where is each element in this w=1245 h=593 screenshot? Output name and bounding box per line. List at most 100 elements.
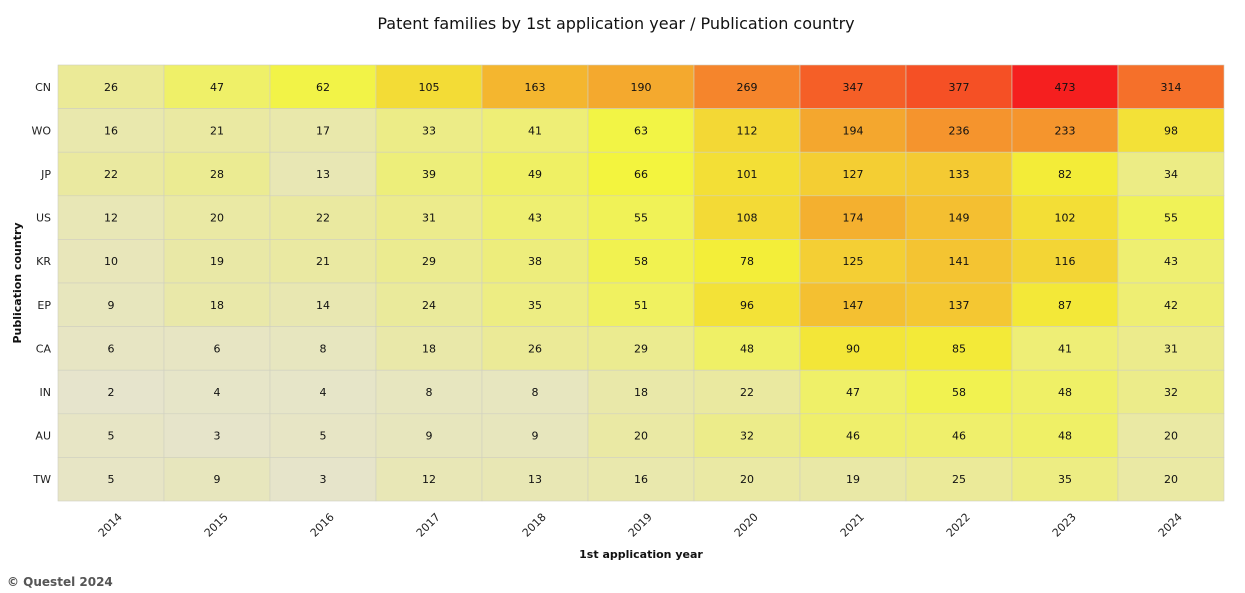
cell-value-label: 26 (104, 81, 118, 94)
cell-value-label: 55 (1164, 212, 1178, 225)
cell-value-label: 116 (1055, 255, 1076, 268)
x-tick-label: 2019 (626, 511, 655, 540)
cell-value-label: 14 (316, 299, 330, 312)
cell-value-label: 174 (843, 212, 864, 225)
cell-value-label: 4 (214, 386, 221, 399)
cell-value-label: 46 (846, 430, 860, 443)
cell-value-label: 105 (419, 81, 440, 94)
chart-title: Patent families by 1st application year … (377, 14, 854, 33)
cell-value-label: 147 (843, 299, 864, 312)
cell-value-label: 102 (1055, 212, 1076, 225)
cell-value-label: 46 (952, 430, 966, 443)
cell-value-label: 20 (1164, 430, 1178, 443)
cell-value-label: 38 (528, 255, 542, 268)
cell-value-label: 58 (634, 255, 648, 268)
cell-value-label: 20 (1164, 473, 1178, 486)
y-axis-label: Publication country (11, 222, 24, 343)
y-tick-label: US (36, 212, 51, 225)
cell-value-label: 35 (528, 299, 542, 312)
cell-value-label: 22 (316, 212, 330, 225)
cell-value-label: 58 (952, 386, 966, 399)
cell-value-label: 20 (634, 430, 648, 443)
cell-value-label: 47 (846, 386, 860, 399)
cell-value-label: 5 (108, 430, 115, 443)
cell-value-label: 16 (634, 473, 648, 486)
cell-value-label: 18 (422, 342, 436, 355)
x-tick-label: 2022 (944, 511, 973, 540)
cell-value-label: 9 (108, 299, 115, 312)
x-tick-label: 2018 (520, 511, 549, 540)
cell-value-label: 49 (528, 168, 542, 181)
cell-value-label: 22 (104, 168, 118, 181)
cell-value-label: 35 (1058, 473, 1072, 486)
cell-value-label: 41 (528, 124, 542, 137)
cell-value-label: 4 (320, 386, 327, 399)
cell-value-label: 26 (528, 342, 542, 355)
cell-value-label: 32 (1164, 386, 1178, 399)
x-tick-label: 2014 (96, 511, 125, 540)
cell-value-label: 269 (737, 81, 758, 94)
cell-value-label: 9 (426, 430, 433, 443)
cell-value-label: 9 (214, 473, 221, 486)
cell-value-label: 82 (1058, 168, 1072, 181)
cell-value-label: 9 (532, 430, 539, 443)
y-tick-label: JP (40, 168, 51, 181)
cell-value-label: 2 (108, 386, 115, 399)
y-tick-label: CN (35, 81, 51, 94)
cell-value-label: 163 (525, 81, 546, 94)
cell-value-label: 63 (634, 124, 648, 137)
y-tick-label: EP (37, 299, 51, 312)
cell-value-label: 10 (104, 255, 118, 268)
cell-value-label: 87 (1058, 299, 1072, 312)
cell-value-label: 8 (320, 342, 327, 355)
cell-value-label: 55 (634, 212, 648, 225)
cell-value-label: 236 (949, 124, 970, 137)
cell-value-label: 78 (740, 255, 754, 268)
y-tick-label: KR (36, 255, 51, 268)
heatmap-cells: 2647621051631902693473774733141621173341… (58, 65, 1224, 501)
cell-value-label: 18 (210, 299, 224, 312)
y-tick-labels: CNWOJPUSKREPCAINAUTW (31, 81, 51, 486)
cell-value-label: 21 (210, 124, 224, 137)
cell-value-label: 25 (952, 473, 966, 486)
cell-value-label: 20 (740, 473, 754, 486)
cell-value-label: 12 (422, 473, 436, 486)
y-tick-label: IN (40, 386, 51, 399)
cell-value-label: 34 (1164, 168, 1178, 181)
cell-value-label: 133 (949, 168, 970, 181)
cell-value-label: 233 (1055, 124, 1076, 137)
x-tick-label: 2023 (1050, 511, 1079, 540)
cell-value-label: 19 (846, 473, 860, 486)
cell-value-label: 3 (320, 473, 327, 486)
cell-value-label: 347 (843, 81, 864, 94)
cell-value-label: 31 (1164, 342, 1178, 355)
cell-value-label: 90 (846, 342, 860, 355)
cell-value-label: 3 (214, 430, 221, 443)
cell-value-label: 8 (532, 386, 539, 399)
x-axis-label: 1st application year (579, 548, 703, 561)
cell-value-label: 149 (949, 212, 970, 225)
cell-value-label: 41 (1058, 342, 1072, 355)
cell-value-label: 29 (422, 255, 436, 268)
cell-value-label: 314 (1161, 81, 1182, 94)
cell-value-label: 16 (104, 124, 118, 137)
cell-value-label: 66 (634, 168, 648, 181)
cell-value-label: 48 (1058, 430, 1072, 443)
cell-value-label: 32 (740, 430, 754, 443)
cell-value-label: 96 (740, 299, 754, 312)
cell-value-label: 85 (952, 342, 966, 355)
cell-value-label: 12 (104, 212, 118, 225)
cell-value-label: 33 (422, 124, 436, 137)
copyright-credit: © Questel 2024 (7, 575, 113, 589)
cell-value-label: 6 (108, 342, 115, 355)
cell-value-label: 377 (949, 81, 970, 94)
cell-value-label: 48 (1058, 386, 1072, 399)
x-tick-label: 2021 (838, 511, 867, 540)
cell-value-label: 5 (108, 473, 115, 486)
y-tick-label: TW (32, 473, 51, 486)
cell-value-label: 8 (426, 386, 433, 399)
cell-value-label: 24 (422, 299, 436, 312)
cell-value-label: 18 (634, 386, 648, 399)
cell-value-label: 43 (528, 212, 542, 225)
cell-value-label: 473 (1055, 81, 1076, 94)
